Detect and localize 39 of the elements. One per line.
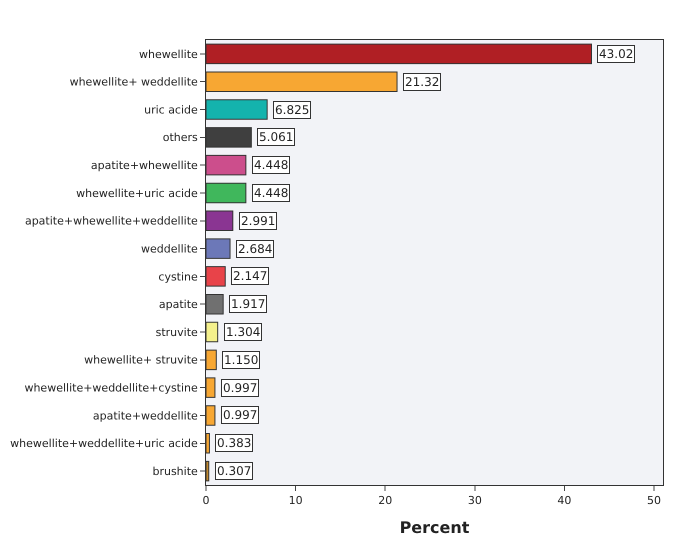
data-label: 4.448	[254, 186, 288, 200]
data-label: 1.150	[224, 353, 258, 367]
x-tick-label: 0	[202, 494, 210, 508]
y-tick-label: whewellite	[139, 48, 198, 61]
x-tick-label: 50	[647, 494, 662, 508]
data-label: 0.383	[217, 436, 252, 450]
y-tick-label: cystine	[158, 270, 198, 284]
data-label: 5.061	[259, 130, 294, 144]
y-tick-label: weddellite	[141, 242, 198, 256]
x-tick-label: 30	[468, 494, 482, 508]
y-tick-label: apatite	[158, 298, 198, 312]
data-label: 2.991	[241, 214, 276, 228]
data-label: 6.825	[275, 103, 310, 117]
data-label: 1.917	[231, 297, 266, 311]
y-tick-label: whewellite+weddellite+uric acide	[10, 437, 198, 450]
y-tick-label: apatite+whewellite+weddellite	[24, 214, 198, 228]
y-tick-label: whewellite+weddellite+cystine	[24, 382, 198, 395]
data-label: 4.448	[254, 158, 288, 172]
y-tick-label: apatite+whewellite	[90, 159, 198, 172]
y-tick-label: struvite	[156, 326, 198, 339]
y-tick-label: others	[162, 131, 198, 144]
data-label: 1.304	[226, 325, 260, 339]
data-label: 0.997	[223, 381, 258, 395]
y-tick-label: whewellite+ struvite	[84, 354, 198, 367]
y-tick-label: apatite+weddellite	[92, 409, 198, 422]
x-tick-label: 40	[557, 494, 572, 508]
data-label: 21.32	[405, 75, 440, 89]
x-axis-title: Percent	[400, 518, 470, 537]
data-label: 2.147	[233, 269, 268, 283]
y-tick-label: whewellite+ weddellite	[70, 76, 198, 89]
x-tick-label: 20	[378, 494, 392, 508]
data-label: 0.997	[223, 408, 258, 422]
data-label: 43.02	[599, 47, 634, 61]
data-label: 0.307	[217, 464, 252, 478]
y-tick-label: brushite	[152, 464, 198, 478]
x-tick-label: 10	[288, 494, 303, 508]
y-tick-label: uric acide	[144, 103, 198, 116]
y-tick-label: whewellite+uric acide	[76, 186, 198, 200]
data-label: 2.684	[238, 242, 272, 256]
